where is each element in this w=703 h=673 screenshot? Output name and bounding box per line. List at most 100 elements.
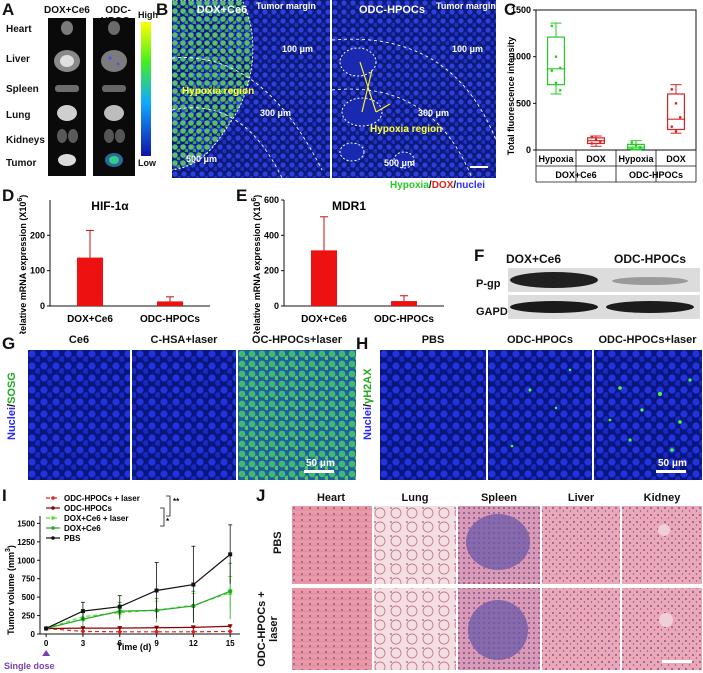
distance-100-label: 100 μm	[282, 44, 314, 54]
series-line	[46, 627, 231, 633]
organ-imaging-columns	[48, 18, 135, 176]
box-point	[590, 135, 594, 139]
chart-c-ytick-label: 1000	[511, 52, 531, 62]
box-point	[630, 147, 634, 151]
he-col-lung: Lung	[401, 492, 429, 504]
series-marker	[80, 626, 86, 631]
box-point	[554, 55, 558, 58]
he-col-spleen: Spleen	[480, 492, 518, 504]
chart-i-ylabel-main: Tumor volume (mm	[6, 552, 16, 635]
box-point	[634, 144, 638, 147]
panel-a-col-dox: DOX+Ce6	[44, 5, 90, 16]
western-blot	[508, 268, 700, 319]
micrograph-dox-ce6: Tumor margin 100 μm 300 μm 500 μm Hypoxi…	[172, 0, 330, 178]
panel-letter-d: D	[2, 186, 15, 205]
legend-label: ODC-HPOCs	[64, 504, 113, 513]
panel-g-title-oc: OC-HPOCs+laser	[251, 334, 343, 346]
panel-letter-e: E	[236, 186, 248, 205]
chart-e-ylabel-end: )	[252, 195, 262, 198]
distance-500-label: 500 μm	[186, 154, 218, 164]
sig-label: **	[173, 497, 180, 506]
series-marker	[44, 626, 49, 631]
box-point	[670, 88, 674, 91]
chart-e: MDR1 Relative mRNA expression (X106) 0 20…	[251, 195, 444, 334]
panel-letter-f: F	[474, 246, 485, 265]
panel-g-title-ce6: Ce6	[68, 334, 90, 346]
series-marker	[228, 552, 233, 557]
side-label-gh2ax: γH2AX	[362, 368, 374, 404]
panel-letter-j: J	[256, 486, 266, 505]
box-point	[558, 88, 562, 92]
panel-letter-c: C	[504, 0, 517, 19]
chart-c-category: DOX	[586, 154, 606, 164]
box-point	[638, 145, 642, 149]
chart-e-ytick-label: 600	[264, 195, 279, 205]
chart-c-group-label: ODC-HPOCs	[629, 170, 683, 180]
legend-dox: DOX	[431, 180, 454, 191]
panel-letter-h: H	[356, 334, 369, 353]
panel-letter-b: B	[156, 0, 169, 19]
colorbar-low-label: Low	[138, 158, 156, 168]
legend-nuclei: nuclei	[456, 180, 486, 191]
organ-label: Spleen	[6, 84, 39, 95]
box-point	[550, 24, 554, 28]
blot-row-gapdh: GAPDH	[476, 306, 516, 318]
organ-label: Tumor	[6, 158, 37, 169]
chart-i-ylabel-sup: 3	[5, 548, 12, 552]
chart-c-ytick-label: 1500	[511, 5, 531, 15]
chart-d-ytick-label: 100	[30, 266, 45, 276]
chart-c-ylabel: Total fluorescence intensity	[506, 37, 516, 155]
chart-c-group-label: DOX+Ce6	[555, 170, 596, 180]
chart-i-ytick-label: 1250	[17, 538, 35, 547]
chart-d-category: ODC-HPOCs	[140, 314, 200, 325]
chart-d-title: HIF-1α	[91, 199, 129, 213]
chart-i-ylabel: Tumor volume (mm3)	[5, 545, 16, 635]
chart-e-ylabel-sup: 6	[251, 198, 258, 202]
tumor-margin-label: Tumor margin	[436, 1, 496, 11]
distance-300-label: 300 μm	[418, 108, 450, 118]
single-dose-label: Single dose	[4, 661, 55, 671]
chart-e-category: DOX+Ce6	[301, 314, 347, 325]
sig-label: *	[166, 517, 170, 526]
legend-marker	[51, 536, 55, 540]
chart-i-xtick-label: 15	[226, 639, 235, 648]
legend-hypoxia: Hypoxia	[390, 180, 429, 191]
series-marker	[80, 609, 85, 614]
chart-d: HIF-1α Relative mRNA expression (X106) 0…	[17, 195, 210, 334]
legend-label: ODC-HPOCs + laser	[64, 494, 140, 503]
legend-label: PBS	[64, 534, 81, 543]
micrograph-odc-hpocs: Tumor margin 100 μm 300 μm 500 μm Hypoxi…	[332, 0, 496, 178]
box-point	[594, 138, 598, 142]
micrograph-title-odc-hpocs: ODC-HPOCs	[358, 4, 425, 16]
chart-d-ylabel-end: )	[18, 195, 28, 198]
organ-label: Kidneys	[6, 135, 45, 146]
chart-e-ytick-label: 400	[264, 230, 279, 240]
chart-i-ytick-label: 1000	[17, 556, 35, 565]
chart-c-ytick-label: 0	[526, 145, 531, 155]
panel-g-micrographs: 50 μm	[28, 350, 356, 480]
legend-marker	[51, 526, 55, 530]
box-point	[678, 116, 682, 119]
distance-500-label: 500 μm	[384, 158, 416, 168]
chart-i-xtick-label: 12	[189, 639, 198, 648]
micrograph-odc-hpocs-image	[332, 0, 496, 178]
legend-label: DOX+Ce6 + laser	[64, 514, 128, 523]
legend-marker	[51, 496, 55, 500]
hypoxia-region-label: Hypoxia region	[370, 124, 443, 135]
he-col-kidney: Kidney	[643, 492, 681, 504]
organ-label: Lung	[6, 110, 31, 121]
panel-letter-i: I	[2, 486, 7, 505]
legend-marker	[51, 516, 55, 520]
chart-i-xtick-label: 9	[154, 639, 159, 648]
tumor-margin-label: Tumor margin	[256, 1, 316, 11]
chart-c-category: DOX	[666, 154, 686, 164]
side-label-nuclei: Nuclei	[6, 406, 18, 440]
chart-i-xtick-label: 6	[118, 639, 123, 648]
chart-i-ytick-label: 500	[22, 593, 36, 602]
box	[546, 36, 565, 86]
chart-d-ylabel-sup: 6	[17, 198, 24, 202]
series-line	[45, 553, 231, 630]
distance-100-label: 100 μm	[452, 44, 484, 54]
chart-e-title: MDR1	[332, 199, 366, 213]
chart-e-bar	[391, 301, 417, 306]
